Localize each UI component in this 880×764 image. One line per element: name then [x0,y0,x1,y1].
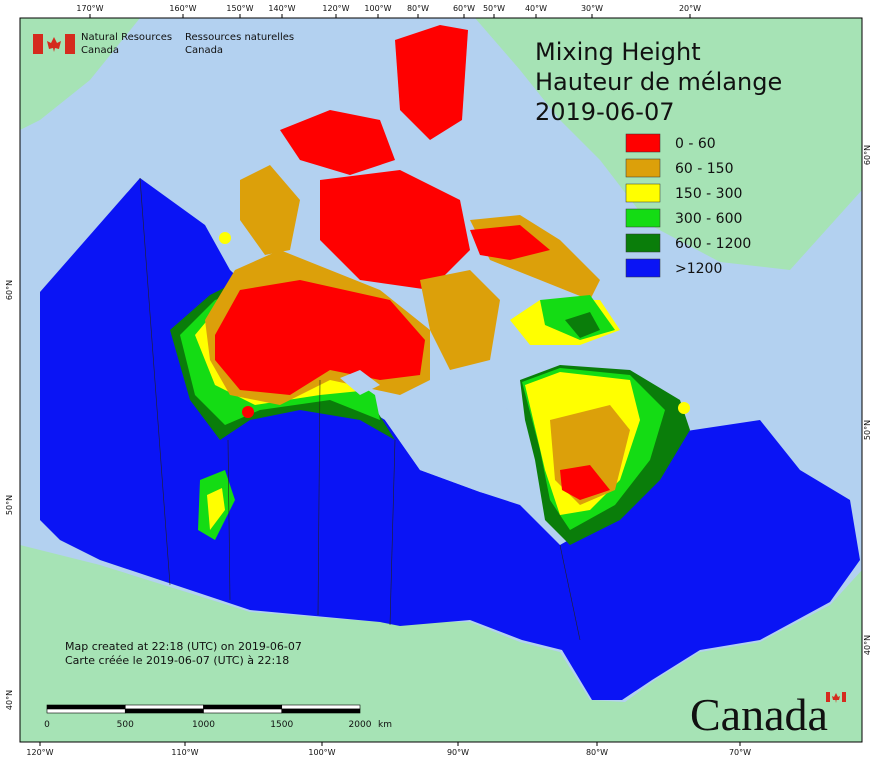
title: Hauteur de mélange [535,68,782,96]
legend-label: 60 - 150 [675,161,734,177]
region-0 [215,280,425,395]
land-usa [20,545,862,742]
region-150 [207,488,225,530]
lake [340,370,380,395]
longitude-label: 80°W [586,748,608,757]
map-frame [19,17,863,743]
scale-label: 2000 [349,720,372,730]
flag-bar [842,692,846,702]
maple-leaf [832,693,840,703]
legend-swatch [625,258,661,278]
maple-leaf [47,37,61,52]
agency: Canada [81,45,119,56]
longitude-label: 100°W [364,4,391,13]
latitude-label: 50°N [863,420,872,440]
frame [19,17,863,743]
legend-label: 300 - 600 [675,211,742,227]
longitude-label: 110°W [171,748,198,757]
legend-swatch [625,183,661,203]
footer-text: Carte créée le 2019-06-07 (UTC) à 22:18 [65,654,289,667]
latitude-label: 60°N [5,280,14,300]
agency: Ressources naturelles [185,32,294,43]
legend-swatch [625,158,661,178]
scale-segment [203,708,283,714]
island [420,270,500,370]
flag-bar [65,34,75,54]
longitude-label: 50°W [483,4,505,13]
wordmark-text: Canada [690,689,828,740]
land-greenland [475,18,862,270]
longitude-label: 80°W [407,4,429,13]
latitude-label: 60°N [863,145,872,165]
longitude-label: 120°W [322,4,349,13]
legend-label: 150 - 300 [675,186,742,202]
graticule: 170°W 160°W 150°W 140°W 120°W 100°W 80°W 60°W 50… [5,4,872,757]
scale-label: 1500 [270,720,293,730]
title: 2019-06-07 [535,98,674,126]
title: Mixing Height [535,38,701,66]
longitude-label: 40°W [525,4,547,13]
scale-segment [124,708,204,714]
latitude-label: 40°N [5,690,14,710]
legend-swatch [625,233,661,253]
scale-segment [281,708,361,714]
region-0 [560,465,610,500]
longitude-label: 20°W [679,4,701,13]
latitude-label: 40°N [863,635,872,655]
flag-bar [33,34,43,54]
scale-segment [46,704,126,710]
scale-label: 0 [44,720,50,730]
longitude-label: 30°W [581,4,603,13]
legend-swatch [625,208,661,228]
legend-label: >1200 [675,261,722,277]
longitude-label: 140°W [268,4,295,13]
island [280,110,395,175]
latitude-label: 50°N [5,495,14,515]
hudson-bay [385,380,525,500]
scale-label: 1000 [192,720,215,730]
agency: Canada [185,45,223,56]
scale-unit: km [378,720,392,730]
legend: 0 - 60 60 - 150 150 - 300 300 - 600 600 - 12… [625,133,751,278]
scale-bar: 0 500 1000 1500 2000 km [44,704,392,730]
logo [33,34,75,54]
scale-segment [203,704,283,710]
longitude-label: 160°W [169,4,196,13]
footer-text: Map created at 22:18 (UTC) on 2019-06-07 [65,640,302,653]
agency: Natural Resources [81,32,172,43]
longitude-label: 70°W [729,748,751,757]
scale-label: 500 [117,720,134,730]
flag-bar [826,692,830,702]
legend-label: 600 - 1200 [675,236,751,252]
longitude-label: 60°W [453,4,475,13]
island [470,225,550,260]
longitude-label: 120°W [26,748,53,757]
longitude-label: 90°W [447,748,469,757]
longitude-label: 150°W [226,4,253,13]
border [139,177,581,641]
island [240,165,300,255]
legend-swatch [625,133,661,153]
legend-label: 0 - 60 [675,136,716,152]
island [320,170,470,290]
spot [678,402,690,414]
wordmark: Canada [690,689,846,740]
island [395,25,468,140]
scale-segment [124,704,204,710]
spot [242,406,254,418]
scale-segment [46,708,126,714]
longitude-label: 170°W [76,4,103,13]
spot [219,232,231,244]
region-600 [565,312,600,338]
scale-segment [281,704,361,710]
longitude-label: 100°W [308,748,335,757]
